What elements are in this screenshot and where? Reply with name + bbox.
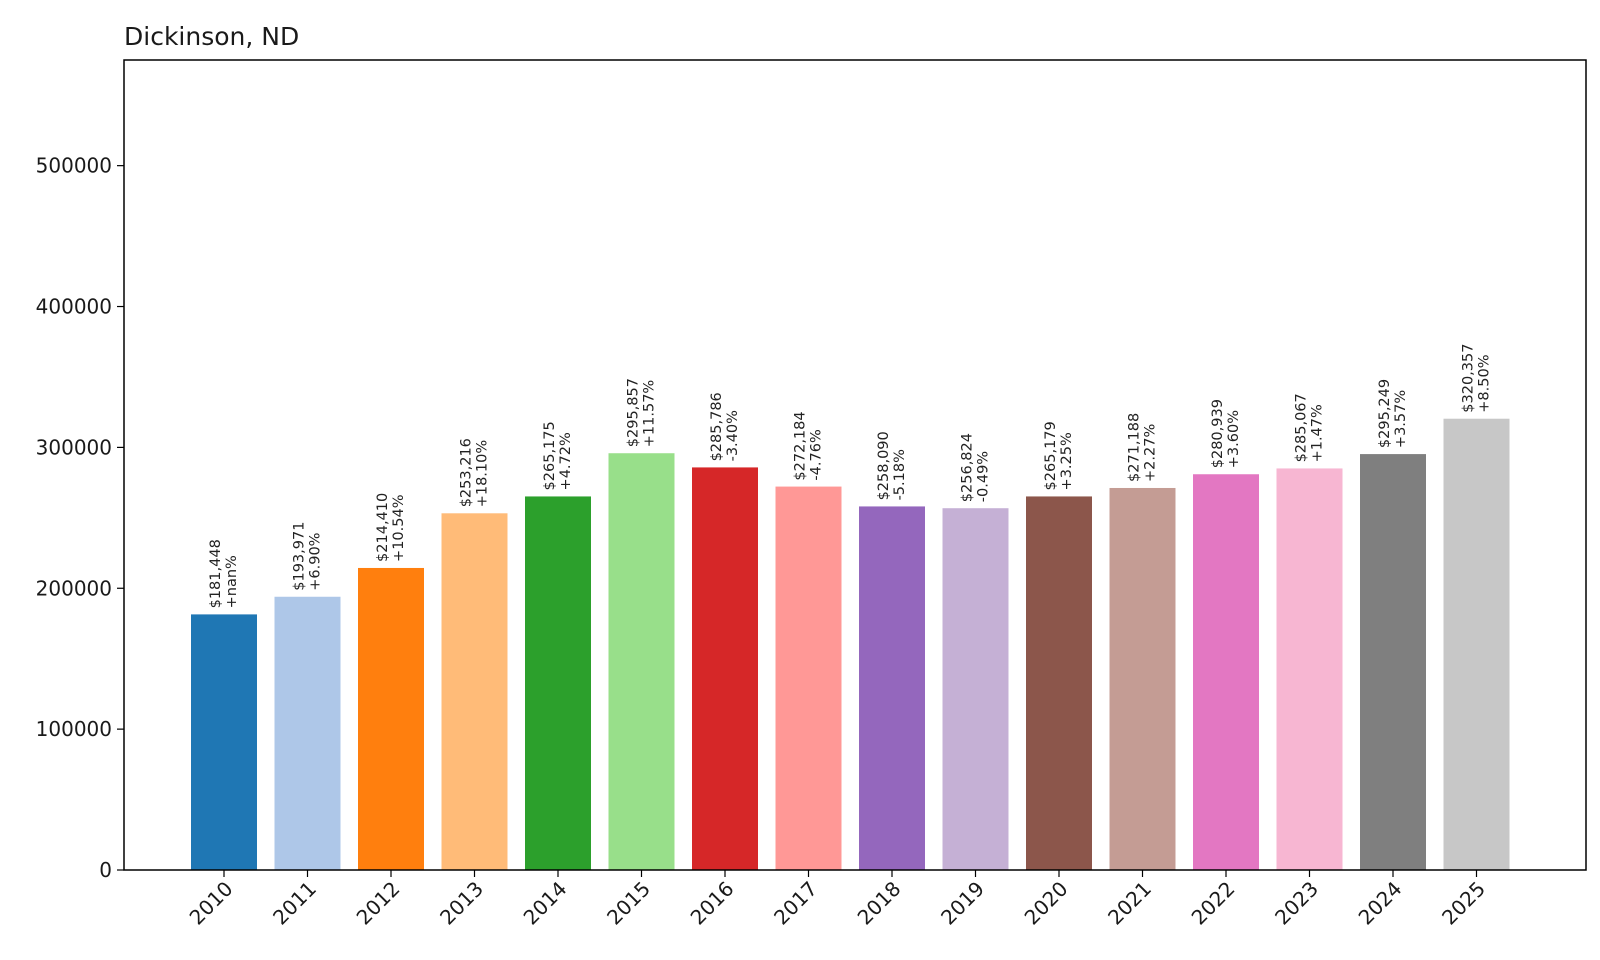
x-tick-label: 2019 — [936, 877, 989, 930]
change-label: +4.72% — [558, 432, 574, 490]
price-label: $256,824 — [960, 433, 976, 502]
change-label: +8.50% — [1477, 354, 1493, 412]
price-label: $214,410 — [375, 493, 391, 562]
price-label: $265,175 — [542, 421, 558, 490]
price-label: $285,067 — [1294, 393, 1310, 462]
x-tick-label: 2023 — [1270, 877, 1323, 930]
bar-2024 — [1360, 454, 1426, 870]
x-tick-label: 2024 — [1354, 877, 1407, 930]
x-tick-label: 2022 — [1187, 877, 1240, 930]
price-label: $253,216 — [459, 438, 475, 507]
y-tick-label: 300000 — [36, 435, 112, 459]
x-tick-label: 2011 — [268, 877, 321, 930]
x-tick-label: 2017 — [769, 877, 822, 930]
change-label: -3.40% — [725, 410, 741, 461]
x-tick-label: 2021 — [1103, 877, 1156, 930]
change-label: -0.49% — [976, 451, 992, 502]
bar-2016 — [692, 467, 758, 870]
price-label: $320,357 — [1461, 344, 1477, 413]
plot-frame — [123, 59, 1587, 871]
y-tick-label: 100000 — [36, 717, 112, 741]
change-label: +nan% — [224, 555, 240, 608]
bar-2010 — [191, 614, 257, 870]
bar-2025 — [1443, 418, 1510, 870]
bar-2015 — [608, 453, 675, 870]
bar-2019 — [942, 508, 1009, 870]
bar-2018 — [859, 506, 925, 870]
bar-2013 — [441, 513, 508, 870]
x-tick-label: 2016 — [686, 877, 739, 930]
change-label: +6.90% — [308, 533, 324, 591]
price-label: $181,448 — [208, 539, 224, 608]
chart-title: Dickinson, ND — [124, 22, 299, 51]
price-label: $280,939 — [1210, 399, 1226, 468]
x-tick-label: 2025 — [1437, 877, 1490, 930]
y-tick-label: 500000 — [36, 154, 112, 178]
bar-2017 — [775, 486, 842, 870]
x-tick-label: 2010 — [185, 877, 238, 930]
x-tick-label: 2012 — [352, 877, 405, 930]
bars — [191, 418, 1510, 870]
change-label: +3.57% — [1393, 390, 1409, 448]
y-tick-label: 400000 — [36, 295, 112, 319]
change-label: +2.27% — [1143, 424, 1159, 482]
price-label: $265,179 — [1043, 421, 1059, 490]
y-tick-label: 200000 — [36, 576, 112, 600]
price-label: $271,188 — [1127, 413, 1143, 482]
price-label: $285,786 — [709, 392, 725, 461]
bar-2022 — [1193, 474, 1259, 870]
bar-2012 — [358, 567, 424, 870]
change-label: +11.57% — [642, 380, 658, 447]
change-label: -4.76% — [809, 429, 825, 480]
x-tick-label: 2013 — [435, 877, 488, 930]
bar-2014 — [525, 496, 591, 870]
price-label: $193,971 — [292, 522, 308, 591]
change-label: -5.18% — [892, 449, 908, 500]
change-label: +10.54% — [391, 495, 407, 562]
change-label: +18.10% — [475, 440, 491, 507]
y-tick-label: 0 — [99, 858, 112, 882]
price-label: $258,090 — [876, 431, 892, 500]
x-tick-label: 2014 — [519, 877, 572, 930]
x-tick-label: 2018 — [853, 877, 906, 930]
change-label: +3.25% — [1059, 432, 1075, 490]
change-label: +1.47% — [1310, 404, 1326, 462]
x-tick-label: 2015 — [602, 877, 655, 930]
bar-2023 — [1276, 468, 1343, 870]
price-label: $272,184 — [793, 411, 809, 480]
bar-2021 — [1109, 487, 1176, 870]
change-label: +3.60% — [1226, 410, 1242, 468]
bar-2011 — [274, 596, 341, 870]
x-tick-label: 2020 — [1020, 877, 1073, 930]
data-labels: $181,448 +nan% $193,971 +6.90% $214,410 +10.5… — [208, 344, 1493, 609]
price-label: $295,857 — [626, 378, 642, 447]
price-label: $295,249 — [1377, 379, 1393, 448]
bar-2020 — [1026, 496, 1092, 870]
